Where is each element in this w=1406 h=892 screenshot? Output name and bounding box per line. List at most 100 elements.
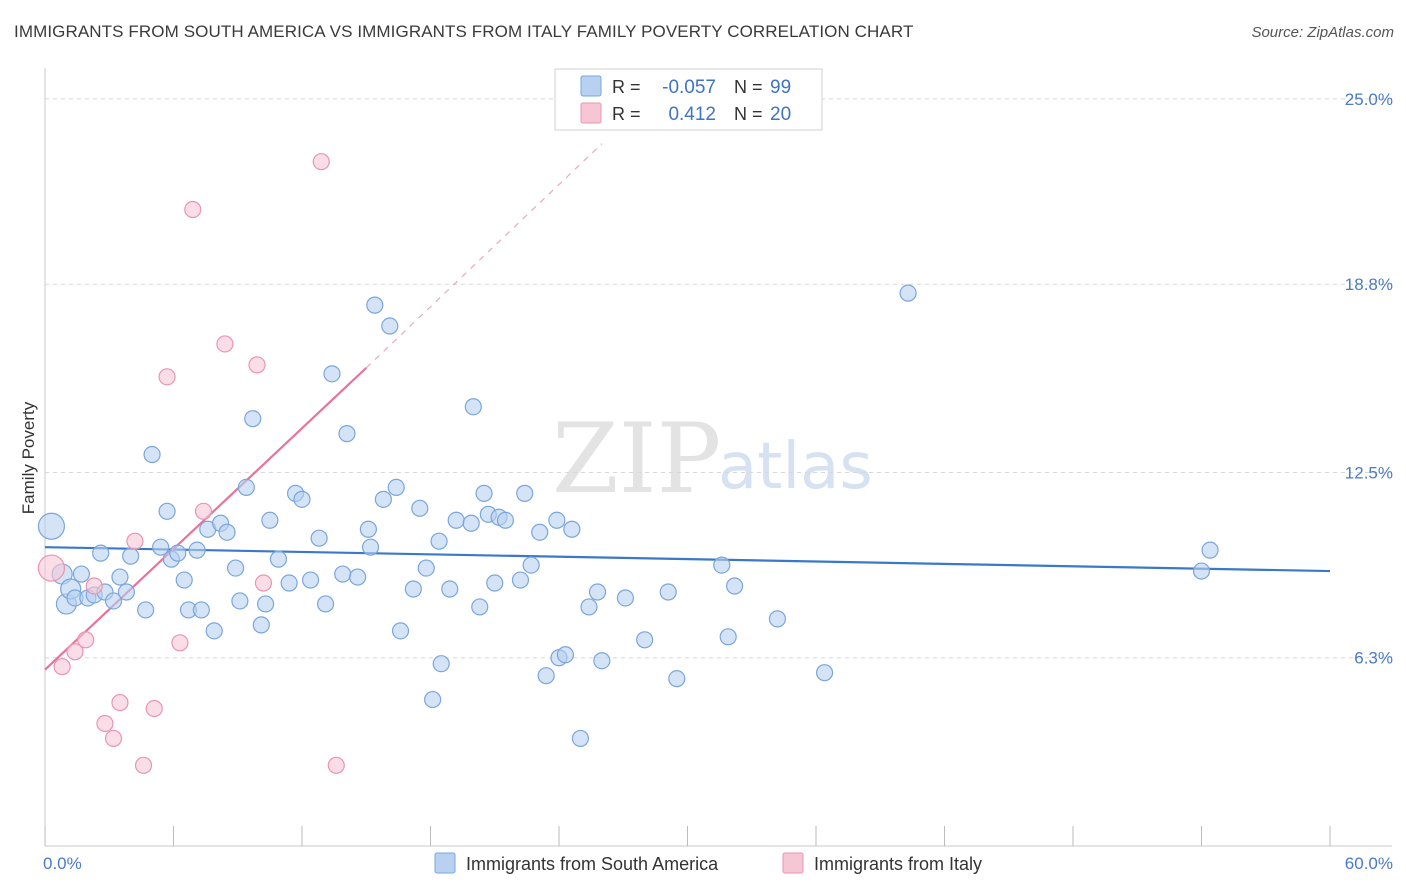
point-south-america-52 bbox=[391, 622, 410, 640]
point-south-america-31 bbox=[244, 410, 262, 428]
correlation-legend: R = -0.057 N = 99 R = 0.412 N = 20 bbox=[554, 68, 823, 131]
point-italy-8 bbox=[126, 532, 144, 550]
point-south-america-72 bbox=[531, 523, 549, 541]
point-south-america-61 bbox=[462, 514, 480, 532]
point-south-america-38 bbox=[293, 490, 311, 508]
legend-r-label-2: R = bbox=[612, 104, 641, 124]
point-south-america-71 bbox=[522, 556, 540, 574]
point-south-america-29 bbox=[231, 592, 249, 610]
legend-r-value-2: 0.412 bbox=[668, 104, 716, 125]
point-south-america-81 bbox=[593, 652, 611, 670]
y-tick-label-0: 6.3% bbox=[1354, 649, 1393, 668]
y-tick-label-2: 18.8% bbox=[1345, 275, 1393, 294]
point-south-america-30 bbox=[237, 478, 255, 497]
point-italy-7 bbox=[111, 693, 129, 712]
watermark: ZIP atlas bbox=[552, 403, 873, 515]
point-italy-4 bbox=[85, 577, 103, 595]
x-tick-label-max: 60.0% bbox=[1345, 854, 1393, 873]
point-italy-11 bbox=[158, 368, 176, 386]
point-south-america-17 bbox=[158, 502, 176, 520]
legend-n-value-1: 99 bbox=[770, 77, 791, 98]
point-south-america-59 bbox=[441, 580, 459, 598]
point-south-america-58 bbox=[432, 655, 450, 673]
point-south-america-48 bbox=[366, 296, 384, 314]
series-south-america-points bbox=[37, 284, 1219, 748]
point-italy-17 bbox=[254, 574, 273, 592]
point-south-america-23 bbox=[192, 601, 210, 619]
series-legend-swatch-south-america bbox=[434, 852, 456, 874]
point-italy-16 bbox=[248, 356, 266, 374]
point-south-america-87 bbox=[719, 628, 737, 646]
point-south-america-34 bbox=[261, 511, 279, 529]
point-italy-2 bbox=[66, 643, 84, 661]
y-tick-label-3: 25.0% bbox=[1345, 90, 1393, 109]
point-south-america-93 bbox=[1201, 541, 1219, 559]
point-south-america-79 bbox=[580, 598, 598, 616]
point-south-america-91 bbox=[899, 284, 917, 302]
point-south-america-11 bbox=[111, 568, 129, 586]
trend-line-south-america bbox=[44, 546, 1331, 573]
point-south-america-63 bbox=[471, 598, 489, 616]
point-italy-3 bbox=[77, 631, 95, 649]
point-italy-14 bbox=[194, 502, 213, 520]
point-south-america-12 bbox=[117, 583, 135, 601]
point-south-america-86 bbox=[713, 556, 731, 574]
point-south-america-66 bbox=[486, 574, 504, 592]
point-italy-9 bbox=[134, 756, 153, 774]
point-south-america-92 bbox=[1192, 562, 1211, 580]
point-italy-12 bbox=[171, 634, 189, 652]
point-south-america-40 bbox=[310, 529, 328, 547]
point-south-america-44 bbox=[338, 425, 356, 443]
series-italy-points bbox=[37, 153, 345, 774]
point-south-america-46 bbox=[359, 520, 377, 538]
point-south-america-51 bbox=[387, 478, 405, 497]
point-south-america-43 bbox=[334, 565, 352, 583]
point-south-america-55 bbox=[417, 559, 435, 577]
point-south-america-42 bbox=[323, 365, 341, 383]
point-south-america-39 bbox=[301, 571, 320, 589]
point-south-america-82 bbox=[616, 589, 634, 607]
point-south-america-76 bbox=[556, 646, 575, 664]
y-axis-title: Family Poverty bbox=[19, 401, 38, 514]
legend-swatch-italy bbox=[580, 102, 602, 124]
point-south-america-28 bbox=[227, 559, 245, 577]
point-south-america-74 bbox=[548, 511, 566, 529]
y-tick-label-1: 12.5% bbox=[1345, 463, 1393, 482]
point-south-america-60 bbox=[447, 511, 465, 529]
point-south-america-0 bbox=[37, 512, 66, 540]
point-south-america-53 bbox=[404, 580, 422, 598]
point-south-america-83 bbox=[636, 631, 654, 649]
legend-n-value-2: 20 bbox=[770, 104, 791, 125]
point-south-america-15 bbox=[143, 445, 161, 464]
series-legend-swatch-italy bbox=[782, 852, 804, 874]
point-italy-0 bbox=[37, 554, 66, 582]
point-italy-13 bbox=[184, 200, 202, 219]
point-south-america-49 bbox=[374, 490, 392, 508]
point-south-america-84 bbox=[659, 583, 677, 601]
point-italy-18 bbox=[312, 153, 330, 171]
legend-n-label-2: N = bbox=[734, 104, 763, 124]
point-italy-6 bbox=[104, 729, 123, 748]
point-south-america-25 bbox=[205, 622, 223, 640]
point-south-america-47 bbox=[361, 538, 380, 556]
point-italy-19 bbox=[327, 756, 345, 774]
point-south-america-70 bbox=[516, 484, 534, 502]
legend-swatch-south-america bbox=[580, 75, 602, 97]
point-south-america-45 bbox=[349, 568, 367, 586]
point-italy-10 bbox=[145, 699, 163, 718]
point-italy-1 bbox=[53, 658, 71, 676]
point-south-america-41 bbox=[316, 595, 335, 613]
point-south-america-64 bbox=[475, 484, 493, 502]
point-south-america-56 bbox=[424, 690, 442, 709]
watermark-atlas: atlas bbox=[718, 430, 873, 504]
point-south-america-10 bbox=[104, 592, 123, 610]
point-south-america-35 bbox=[269, 550, 288, 568]
gridlines bbox=[45, 98, 1392, 659]
point-south-america-19 bbox=[169, 544, 187, 562]
point-italy-15 bbox=[216, 335, 234, 353]
axes bbox=[44, 68, 1392, 847]
point-south-america-32 bbox=[252, 616, 270, 634]
point-italy-5 bbox=[96, 714, 114, 733]
